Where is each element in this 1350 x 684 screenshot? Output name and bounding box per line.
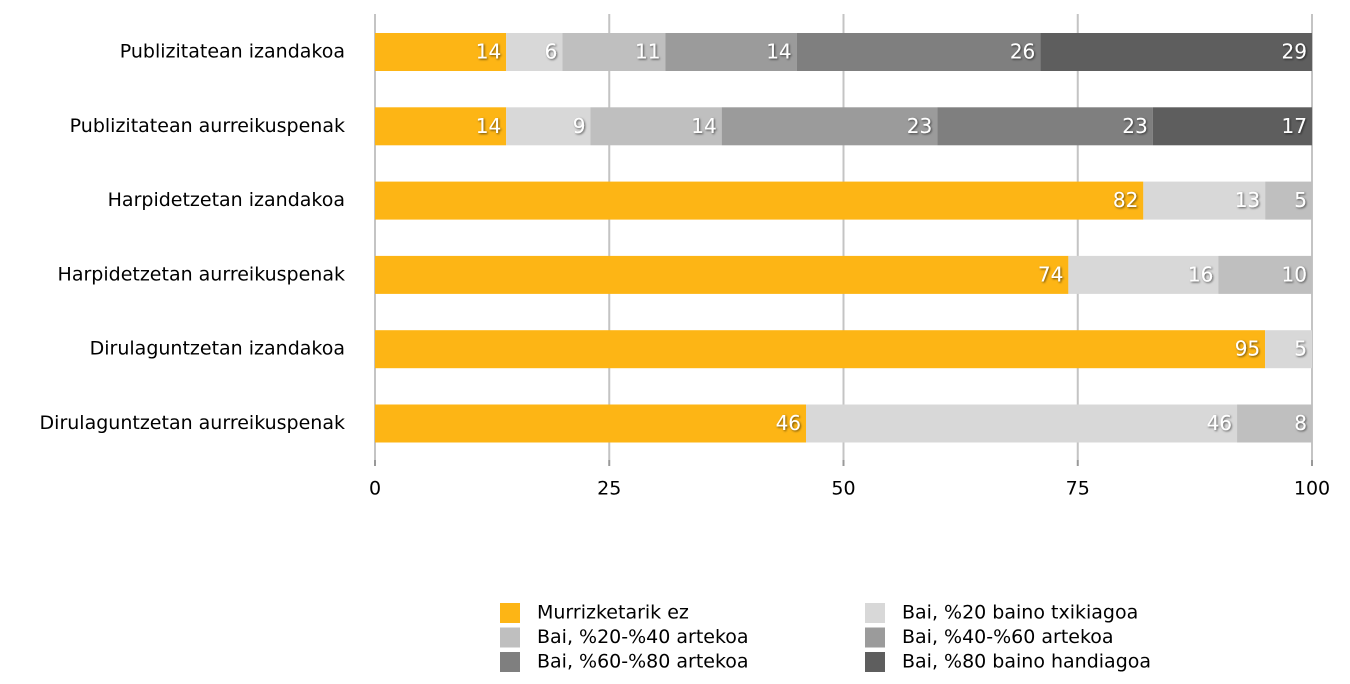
bar-segment xyxy=(1265,181,1312,220)
value-label: 74 xyxy=(1038,262,1063,286)
value-label: 29 xyxy=(1282,40,1307,64)
legend-label: Bai, %20 baino txikiagoa xyxy=(902,602,1138,624)
x-tick-label: 0 xyxy=(369,478,381,500)
bar-segment xyxy=(375,330,1266,369)
legend-swatch xyxy=(500,603,520,623)
bar-segment xyxy=(937,107,1153,146)
bar-segment xyxy=(1152,107,1312,146)
value-label: 95 xyxy=(1235,337,1260,361)
bar-segment xyxy=(1068,255,1219,294)
value-label: 82 xyxy=(1113,188,1138,212)
value-label: 5 xyxy=(1294,337,1307,361)
x-tick-label: 75 xyxy=(1066,478,1090,500)
bar-segment xyxy=(375,255,1069,294)
bar-segment xyxy=(796,33,1041,71)
x-tick-label: 100 xyxy=(1294,478,1330,500)
value-label: 46 xyxy=(776,411,801,435)
x-tick-label: 50 xyxy=(831,478,855,500)
legend-label: Bai, %80 baino handiagoa xyxy=(902,651,1151,673)
value-label: 16 xyxy=(1188,262,1213,286)
category-label: Dirulaguntzetan izandakoa xyxy=(90,338,345,360)
category-label: Harpidetzetan izandakoa xyxy=(108,189,345,211)
category-label: Publizitatean izandakoa xyxy=(120,41,345,63)
legend-label: Bai, %60-%80 artekoa xyxy=(537,651,749,673)
category-label: Publizitatean aurreikuspenak xyxy=(70,115,345,137)
bar-segment xyxy=(721,107,938,146)
bar-segment xyxy=(375,181,1144,220)
bar-segment xyxy=(806,404,1238,443)
value-label: 23 xyxy=(1122,114,1147,138)
value-label: 26 xyxy=(1010,40,1035,64)
legend-swatch xyxy=(865,627,885,648)
x-tick-label: 25 xyxy=(597,478,621,500)
bar-segment xyxy=(375,33,507,71)
value-label: 11 xyxy=(635,40,660,64)
bar-segment xyxy=(506,33,563,71)
value-label: 14 xyxy=(691,114,716,138)
category-label: Harpidetzetan aurreikuspenak xyxy=(58,263,345,285)
bar-segment xyxy=(1265,330,1312,369)
value-label: 5 xyxy=(1294,188,1307,212)
value-label: 17 xyxy=(1282,114,1307,138)
bar-segment xyxy=(375,107,507,146)
value-label: 9 xyxy=(573,114,586,138)
category-label: Dirulaguntzetan aurreikuspenak xyxy=(40,412,345,434)
bar-segment xyxy=(590,107,722,146)
value-label: 6 xyxy=(545,40,558,64)
legend-label: Murrizketarik ez xyxy=(537,602,689,624)
bar-segment xyxy=(1218,255,1312,294)
value-label: 14 xyxy=(766,40,791,64)
bar-segment xyxy=(562,33,666,71)
legend-swatch xyxy=(500,627,520,648)
legend-label: Bai, %40-%60 artekoa xyxy=(902,626,1114,648)
value-label: 46 xyxy=(1207,411,1232,435)
bar-segment xyxy=(506,107,591,146)
bar-segment xyxy=(1040,33,1312,71)
value-label: 23 xyxy=(907,114,932,138)
legend-swatch xyxy=(865,652,885,672)
legend-swatch xyxy=(865,603,885,623)
bar-segment xyxy=(1143,181,1266,220)
value-label: 14 xyxy=(476,114,501,138)
value-label: 14 xyxy=(476,40,501,64)
legend-swatch xyxy=(500,652,520,672)
value-label: 13 xyxy=(1235,188,1260,212)
value-label: 10 xyxy=(1282,262,1307,286)
value-label: 8 xyxy=(1294,411,1307,435)
bar-segment xyxy=(665,33,797,71)
bar-segment xyxy=(375,404,807,443)
legend-label: Bai, %20-%40 artekoa xyxy=(537,626,749,648)
bar-segment xyxy=(1237,404,1312,443)
